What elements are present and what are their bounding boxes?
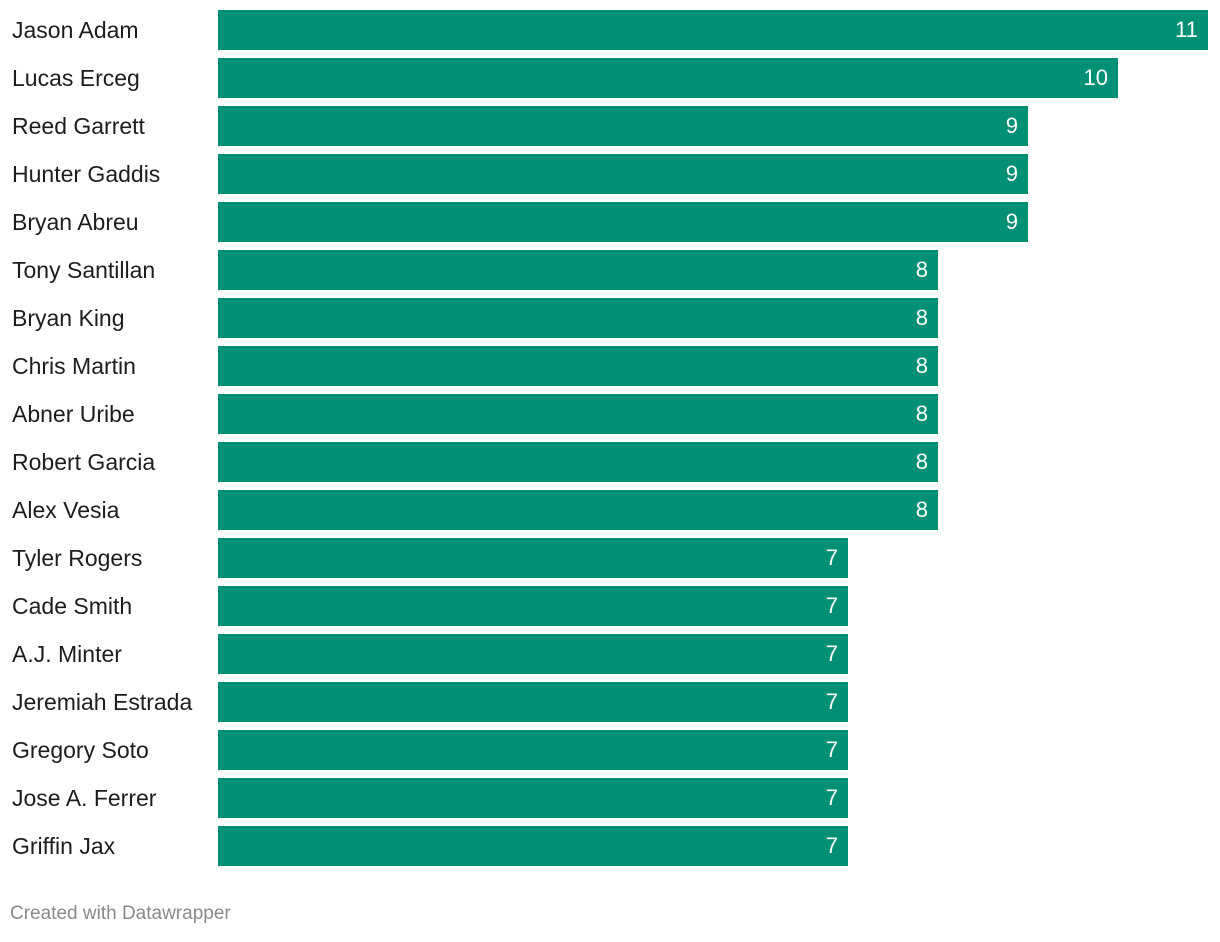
bar: 7 [218,682,848,722]
category-label: Abner Uribe [12,401,135,427]
bar-chart: Jason Adam 11 Lucas Erceg 10 Reed Garrett 9 Hu… [0,10,1220,866]
bar: 8 [218,250,938,290]
category-label: Tony Santillan [12,257,156,283]
category-label: Lucas Erceg [12,65,140,91]
bar-value-label: 8 [915,401,928,426]
bar-row: Tony Santillan 8 [0,250,1220,290]
bar: 8 [218,394,938,434]
bar-row: Jason Adam 11 [0,10,1220,50]
bar-value-label: 11 [1175,17,1198,42]
bar-value-label: 8 [915,353,928,378]
bar: 7 [218,538,848,578]
bar-value-label: 8 [915,305,928,330]
bar-row: Griffin Jax 7 [0,826,1220,866]
bar: 11 [218,10,1208,50]
datawrapper-credit: Created with Datawrapper [10,903,231,924]
bar-row: Bryan King 8 [0,298,1220,338]
category-label: Bryan King [12,305,125,331]
bar: 8 [218,298,938,338]
bar-value-label: 7 [825,545,838,570]
bar-row: Reed Garrett 9 [0,106,1220,146]
bar-row: Bryan Abreu 9 [0,202,1220,242]
bar: 9 [218,106,1028,146]
bar: 9 [218,202,1028,242]
category-label: Tyler Rogers [12,545,143,571]
category-label: Alex Vesia [12,497,120,523]
bar: 7 [218,778,848,818]
bar-row: Hunter Gaddis 9 [0,154,1220,194]
bar-row: Jeremiah Estrada 7 [0,682,1220,722]
category-label: Jason Adam [12,17,139,43]
bar-value-label: 7 [825,833,838,858]
category-label: Chris Martin [12,353,136,379]
category-label: Jeremiah Estrada [12,689,193,715]
bar: 8 [218,442,938,482]
bar-row: Cade Smith 7 [0,586,1220,626]
bar-value-label: 8 [915,497,928,522]
bar: 8 [218,490,938,530]
bar-row: Lucas Erceg 10 [0,58,1220,98]
bar-row: A.J. Minter 7 [0,634,1220,674]
bar-row: Gregory Soto 7 [0,730,1220,770]
bar-value-label: 7 [825,737,838,762]
category-label: Robert Garcia [12,449,156,475]
bar-value-label: 10 [1083,65,1108,90]
category-label: Cade Smith [12,593,133,619]
category-label: Hunter Gaddis [12,161,161,187]
bar-value-label: 7 [825,689,838,714]
bar: 7 [218,586,848,626]
category-label: Jose A. Ferrer [12,785,157,811]
bar-value-label: 9 [1005,113,1018,138]
bar-value-label: 7 [825,641,838,666]
bar-row: Chris Martin 8 [0,346,1220,386]
bar-value-label: 8 [915,257,928,282]
bar-row: Jose A. Ferrer 7 [0,778,1220,818]
bar-value-label: 9 [1005,209,1018,234]
bar-row: Alex Vesia 8 [0,490,1220,530]
bar: 9 [218,154,1028,194]
category-label: Griffin Jax [12,833,116,859]
category-label: Gregory Soto [12,737,149,763]
bar: 10 [218,58,1118,98]
bar-row: Abner Uribe 8 [0,394,1220,434]
category-label: Bryan Abreu [12,209,139,235]
bar: 7 [218,634,848,674]
category-label: A.J. Minter [12,641,122,667]
bar-value-label: 7 [825,785,838,810]
bar: 7 [218,826,848,866]
bar-row: Tyler Rogers 7 [0,538,1220,578]
bar: 8 [218,346,938,386]
bar-row: Robert Garcia 8 [0,442,1220,482]
bar: 7 [218,730,848,770]
bar-value-label: 8 [915,449,928,474]
bar-value-label: 9 [1005,161,1018,186]
category-label: Reed Garrett [12,113,145,139]
bar-value-label: 7 [825,593,838,618]
